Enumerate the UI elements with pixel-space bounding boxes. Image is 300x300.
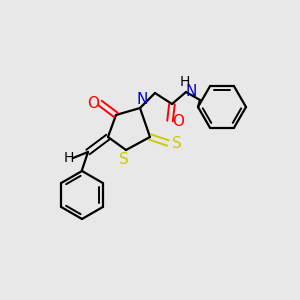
Text: N: N [185, 83, 197, 98]
Text: N: N [136, 92, 148, 106]
Text: H: H [180, 75, 190, 89]
Text: O: O [172, 113, 184, 128]
Text: S: S [119, 152, 129, 166]
Text: S: S [172, 136, 182, 151]
Text: H: H [64, 151, 74, 165]
Text: O: O [87, 95, 99, 110]
